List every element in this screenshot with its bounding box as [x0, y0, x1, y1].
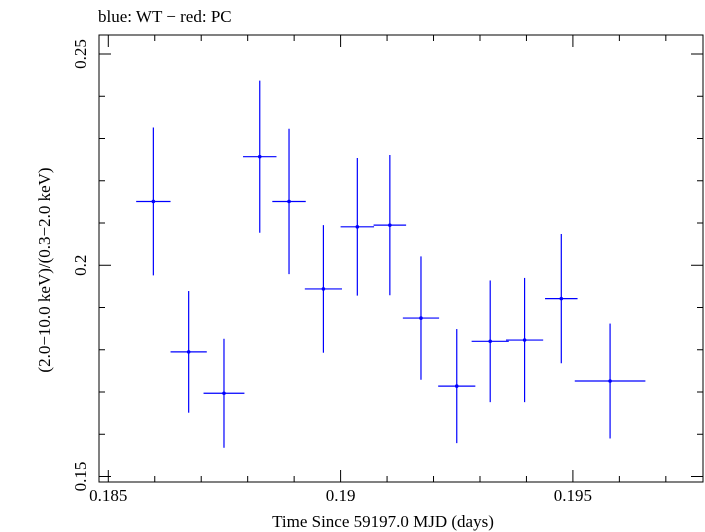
point-marker: [388, 223, 392, 227]
point-marker: [287, 199, 291, 204]
y-axis-label: (2.0−10.0 keV)/(0.3−2.0 keV): [35, 167, 54, 372]
y-tick-label: 0.25: [71, 39, 90, 69]
data-point: [471, 280, 509, 403]
point-marker: [419, 316, 423, 320]
point-marker: [454, 384, 459, 388]
y-tick-label: 0.15: [71, 462, 90, 492]
x-axis-label: Time Since 59197.0 MJD (days): [272, 512, 494, 531]
plot-frame: [98, 34, 704, 483]
point-marker: [151, 199, 156, 204]
x-tick-label: 0.19: [326, 486, 356, 505]
data-points: [136, 80, 646, 448]
data-point: [136, 127, 171, 276]
data-point: [506, 277, 544, 403]
data-point: [203, 338, 245, 448]
y-tick-label: 0.2: [71, 255, 90, 276]
data-point: [272, 128, 306, 275]
data-point: [402, 256, 440, 380]
point-marker: [321, 287, 326, 291]
axis-ticks: [99, 35, 703, 482]
data-point: [373, 154, 407, 296]
point-marker: [488, 339, 493, 344]
data-point: [304, 225, 342, 353]
point-marker: [355, 225, 360, 229]
point-marker: [222, 391, 226, 396]
data-point: [438, 329, 476, 444]
x-tick-label: 0.195: [554, 486, 592, 505]
chart-title: blue: WT − red: PC: [98, 7, 232, 26]
point-marker: [559, 296, 564, 301]
data-point: [170, 291, 207, 413]
x-tick-label: 0.185: [89, 486, 127, 505]
point-marker: [257, 154, 262, 159]
data-point: [545, 233, 578, 364]
data-point: [243, 80, 277, 233]
point-marker: [186, 350, 191, 354]
data-point: [574, 323, 646, 439]
point-marker: [608, 379, 612, 383]
data-point: [340, 157, 375, 296]
axis-tick-labels: 0.185 0.19 0.195 0.15 0.2 0.25: [71, 39, 592, 505]
point-marker: [522, 338, 527, 342]
